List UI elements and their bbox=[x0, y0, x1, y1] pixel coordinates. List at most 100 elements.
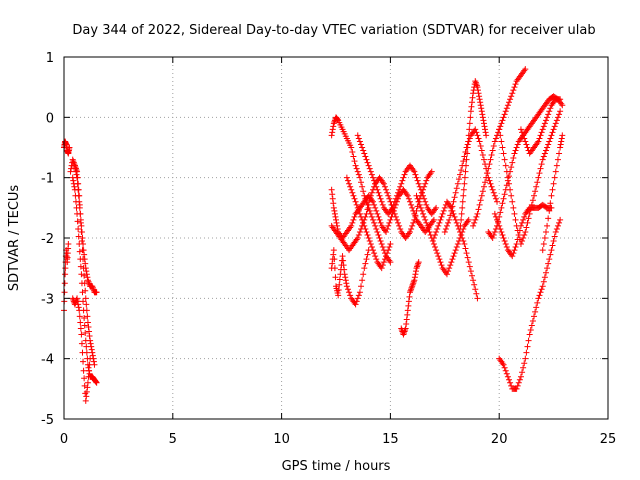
data-point bbox=[412, 212, 419, 219]
data-point bbox=[79, 247, 86, 254]
data-point bbox=[369, 216, 376, 223]
data-point bbox=[492, 135, 499, 142]
data-point bbox=[461, 241, 468, 248]
data-point bbox=[474, 132, 481, 139]
data-point bbox=[83, 393, 90, 400]
data-point bbox=[472, 286, 479, 293]
data-point bbox=[342, 274, 349, 281]
series-arc-f bbox=[71, 162, 98, 368]
data-point bbox=[399, 177, 406, 184]
data-point bbox=[61, 280, 68, 287]
data-point bbox=[348, 222, 355, 229]
data-point bbox=[540, 241, 547, 248]
data-point bbox=[374, 210, 381, 217]
data-point bbox=[423, 201, 430, 208]
data-point bbox=[74, 218, 81, 225]
data-point bbox=[333, 219, 340, 226]
data-point bbox=[437, 216, 444, 223]
data-point bbox=[474, 84, 481, 91]
data-point bbox=[504, 174, 511, 181]
data-point bbox=[463, 250, 470, 257]
data-point bbox=[429, 238, 436, 245]
data-point bbox=[344, 177, 351, 184]
data-point bbox=[77, 325, 84, 332]
data-point bbox=[423, 177, 430, 184]
data-point bbox=[411, 277, 418, 284]
data-point bbox=[512, 147, 519, 154]
data-point bbox=[355, 135, 362, 142]
data-point bbox=[443, 222, 450, 229]
tick-labels: 0 5 10 15 20 25 -5 -4 -3 -2 -1 0 1 bbox=[41, 51, 616, 447]
data-point bbox=[78, 238, 85, 245]
data-point bbox=[330, 204, 337, 211]
data-point bbox=[520, 216, 527, 223]
data-point bbox=[486, 177, 493, 184]
data-point bbox=[372, 222, 379, 229]
data-point bbox=[550, 126, 557, 133]
data-point bbox=[474, 87, 481, 94]
data-point bbox=[400, 174, 407, 181]
data-point bbox=[397, 183, 404, 190]
data-point bbox=[363, 256, 370, 263]
data-point bbox=[464, 150, 471, 157]
data-point bbox=[332, 213, 339, 220]
data-point bbox=[477, 197, 484, 204]
data-point bbox=[355, 171, 362, 178]
data-point bbox=[549, 129, 556, 136]
data-point bbox=[535, 138, 542, 145]
data-point bbox=[436, 256, 443, 263]
data-point bbox=[545, 260, 552, 267]
x-tick-label: 20 bbox=[491, 432, 508, 447]
data-point bbox=[459, 198, 466, 205]
x-tick-label: 25 bbox=[600, 432, 617, 447]
data-point bbox=[411, 274, 418, 281]
data-point bbox=[335, 292, 342, 299]
data-point bbox=[402, 325, 409, 332]
data-point bbox=[84, 319, 91, 326]
data-point bbox=[80, 265, 87, 272]
data-point bbox=[547, 251, 554, 258]
series-arc-k bbox=[343, 174, 394, 272]
data-point bbox=[371, 201, 378, 208]
data-point bbox=[479, 188, 486, 195]
data-point bbox=[527, 327, 534, 334]
data-point bbox=[390, 201, 397, 208]
data-point bbox=[358, 283, 365, 290]
data-point bbox=[386, 195, 393, 202]
axis-ticks bbox=[63, 56, 609, 420]
data-point bbox=[539, 247, 546, 254]
data-point bbox=[395, 189, 402, 196]
data-point bbox=[364, 231, 371, 238]
data-point bbox=[380, 180, 387, 187]
data-point bbox=[75, 233, 82, 240]
data-point bbox=[360, 271, 367, 278]
data-point bbox=[551, 123, 558, 130]
data-point bbox=[520, 132, 527, 139]
data-point bbox=[82, 330, 89, 337]
data-point bbox=[75, 304, 82, 311]
data-point bbox=[398, 180, 405, 187]
data-point bbox=[495, 219, 502, 226]
data-point bbox=[343, 280, 350, 287]
data-point bbox=[93, 379, 100, 386]
data-point bbox=[350, 192, 357, 199]
data-point bbox=[367, 192, 374, 199]
data-point bbox=[358, 213, 365, 220]
data-point bbox=[80, 367, 87, 374]
data-point bbox=[83, 301, 90, 308]
data-point bbox=[558, 138, 565, 145]
data-point bbox=[507, 379, 514, 386]
data-point bbox=[80, 298, 87, 305]
data-point bbox=[336, 281, 343, 288]
data-point bbox=[89, 352, 96, 359]
data-point bbox=[457, 222, 464, 229]
data-point bbox=[368, 244, 375, 251]
data-point bbox=[467, 108, 474, 115]
data-point bbox=[75, 186, 82, 193]
data-point bbox=[449, 203, 456, 210]
data-point bbox=[77, 210, 84, 217]
data-point bbox=[499, 117, 506, 124]
data-point bbox=[487, 156, 494, 163]
data-point bbox=[550, 238, 557, 245]
data-point bbox=[348, 144, 355, 151]
